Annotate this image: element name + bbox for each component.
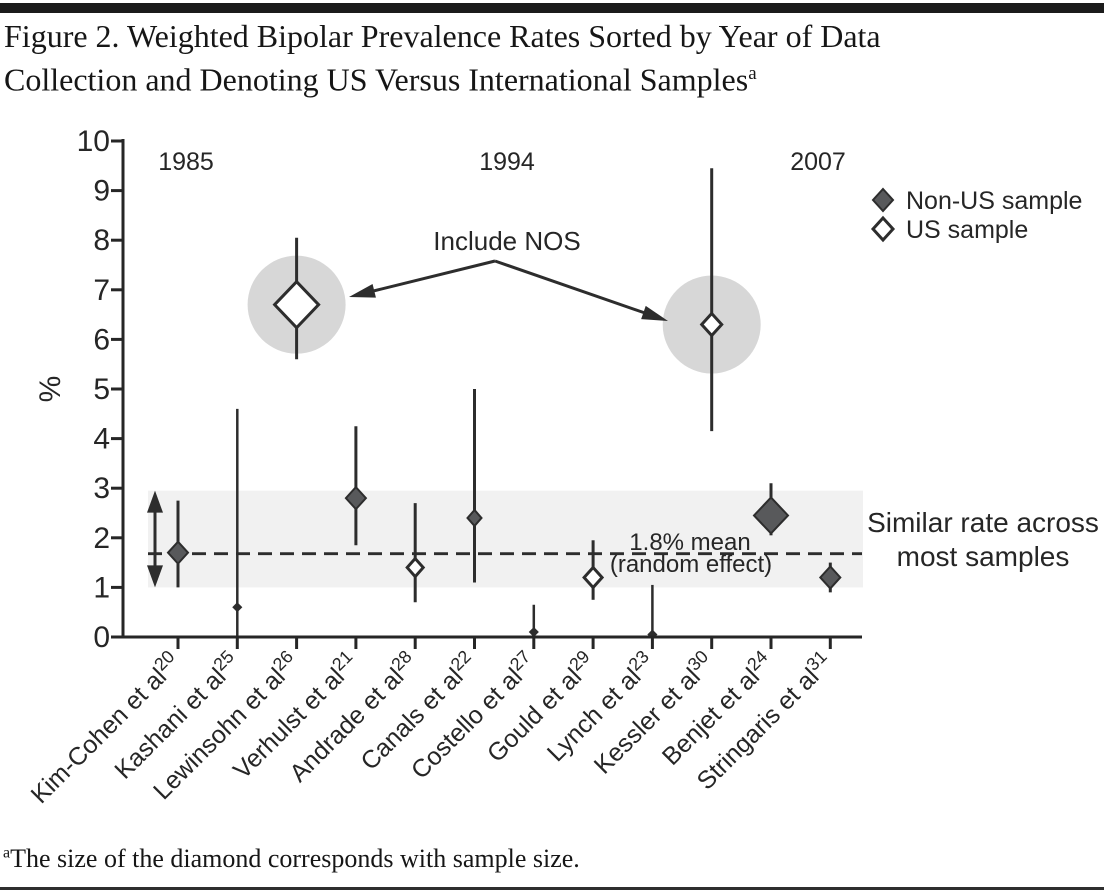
figure-footnote: aThe size of the diamond corresponds wit… [3,844,580,873]
footnote-superscript: a [3,844,11,862]
marker-benjet-et-al [752,496,790,535]
y-tick-label-7: 7 [93,274,110,307]
y-tick-label-0: 0 [93,621,110,654]
marker-kashani-et-al [232,602,243,613]
legend-label-us-sample: US sample [906,216,1028,244]
include-nos-left-arrowhead [349,283,376,298]
y-tick-label-6: 6 [93,323,110,356]
side-note-line1: Similar rate across [867,507,1099,538]
y-tick-label-1: 1 [93,571,110,604]
y-tick-label-5: 5 [93,373,110,406]
y-tick-label-2: 2 [93,522,110,555]
y-axis-label: % [34,376,67,403]
y-tick-label-8: 8 [93,224,110,257]
figure-title-line1: Figure 2. Weighted Bipolar Prevalence Ra… [4,18,881,54]
range-arrow-up-head [147,490,163,513]
figure-title: Figure 2. Weighted Bipolar Prevalence Ra… [4,18,1094,99]
include-nos-right-arrowhead [641,305,668,321]
legend-filled-diamond-icon [871,187,895,213]
y-tick-label-3: 3 [93,472,110,505]
mean-label-line1: 1.8% mean [629,529,750,556]
year-label-1994: 1994 [479,148,535,176]
mean-label-line2: (random effect) [610,551,772,578]
include-nos-left-arrow [371,259,496,293]
marker-stringaris-et-al [818,564,842,590]
include-nos-right-arrow [494,259,646,315]
marker-lewinsohn-et-al [272,279,321,330]
marker-kessler-et-al [699,311,724,338]
title-superscript: a [748,63,757,84]
bottom-rule [0,887,1104,890]
marker-gould-et-al [582,565,605,590]
top-rule [0,3,1104,13]
marker-andrade-et-al [405,556,426,579]
marker-kim-cohen-et-al [166,540,190,566]
range-arrow-down-head [147,565,163,588]
y-tick-label-9: 9 [93,175,110,208]
marker-verhulst-et-al [344,485,368,511]
legend-label-non-us-sample: Non-US sample [906,187,1082,215]
similar-rate-band [148,490,863,588]
y-tick-label-4: 4 [93,423,110,456]
year-label-1985: 1985 [158,148,214,176]
side-note-line2: most samples [897,541,1070,572]
y-tick-label-10: 10 [77,125,110,158]
marker-costello-et-al [528,626,539,638]
marker-canals-et-al [466,508,483,528]
figure-title-line2: Collection and Denoting US Versus Intern… [4,61,757,98]
year-label-2007: 2007 [790,148,846,176]
legend-open-diamond-icon [870,215,896,243]
include-nos-label: Include NOS [433,226,580,256]
